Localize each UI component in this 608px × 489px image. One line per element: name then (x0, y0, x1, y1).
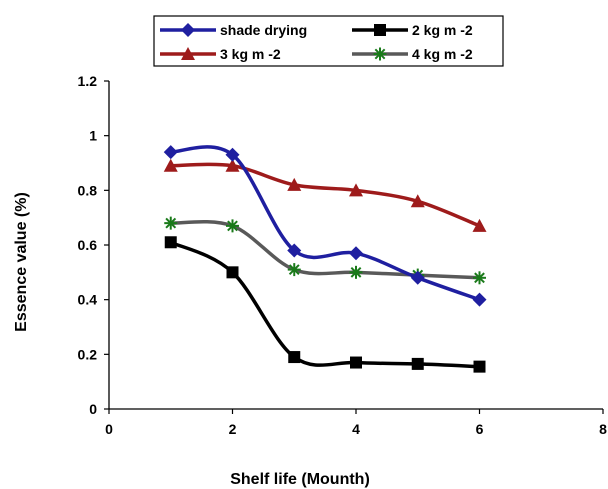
data-point-2-kg-m-2 (226, 266, 239, 279)
data-point-shade-drying (349, 246, 363, 261)
legend-label: 3 kg m -2 (220, 46, 281, 62)
data-point-2-kg-m-2 (288, 351, 301, 364)
data-point-3-kg-m-2 (472, 218, 487, 232)
x-tick-label: 8 (599, 421, 607, 437)
legend-item-3-kg-m-2: 3 kg m -2 (160, 46, 281, 62)
y-tick-label: 1.2 (78, 73, 98, 89)
axes: 0 2 4 6 8 0 0.2 0.4 0.6 0.8 1 1.2 (78, 73, 608, 437)
data-point-2-kg-m-2 (411, 357, 424, 370)
legend-marker (181, 47, 195, 60)
data-point-3-kg-m-2 (410, 194, 425, 208)
data-point-4-kg-m-2 (164, 216, 178, 230)
data-point-2-kg-m-2 (473, 360, 486, 373)
legend-marker (373, 47, 387, 61)
series-3-kg-m-2 (163, 158, 487, 232)
data-point-4-kg-m-2 (349, 265, 363, 279)
y-tick-label: 1 (89, 128, 97, 144)
y-tick-label: 0 (89, 401, 97, 417)
x-tick-label: 0 (105, 421, 113, 437)
data-point-shade-drying (163, 145, 178, 160)
x-axis-title: Shelf life (Mounth) (230, 471, 370, 488)
series-group (163, 145, 487, 373)
data-point-3-kg-m-2 (163, 158, 178, 172)
legend-item-2-kg-m-2: 2 kg m -2 (352, 22, 473, 38)
x-tick-label: 4 (352, 421, 360, 437)
legend-label: shade drying (220, 22, 307, 38)
data-point-3-kg-m-2 (349, 183, 363, 197)
legend-item-shade-drying: shade drying (160, 22, 307, 38)
x-tick-label: 6 (476, 421, 484, 437)
y-axis-title: Essence value (%) (13, 192, 30, 332)
y-tick-label: 0.8 (78, 182, 98, 198)
series-line-3-kg-m-2 (170, 162, 481, 228)
y-tick-label: 0.6 (78, 237, 98, 253)
data-point-shade-drying (472, 292, 487, 307)
legend-label: 2 kg m -2 (412, 22, 473, 38)
series-line-2-kg-m-2 (169, 240, 480, 369)
legend-box (153, 15, 504, 67)
data-point-shade-drying (410, 270, 425, 285)
x-tick-label: 2 (229, 421, 237, 437)
series-line-4-kg-m-2 (170, 219, 480, 280)
data-point-shade-drying (287, 243, 302, 258)
legend-label: 4 kg m -2 (412, 46, 473, 62)
legend-marker (374, 24, 386, 36)
series-shade-drying (163, 145, 487, 307)
data-point-shade-drying (225, 147, 240, 162)
legend-marker (181, 23, 195, 37)
data-point-4-kg-m-2 (287, 263, 301, 277)
data-point-3-kg-m-2 (287, 177, 302, 191)
legend-item-4-kg-m-2: 4 kg m -2 (352, 46, 473, 62)
y-tick-label: 0.4 (78, 292, 98, 308)
data-point-4-kg-m-2 (226, 219, 239, 233)
series-2-kg-m-2 (164, 236, 486, 373)
series-4-kg-m-2 (164, 216, 486, 285)
legend: shade drying 2 kg m -2 3 kg m -2 4 kg m -2 (153, 15, 504, 67)
data-point-4-kg-m-2 (473, 271, 486, 285)
y-tick-label: 0.2 (78, 346, 98, 362)
data-point-2-kg-m-2 (350, 356, 362, 369)
data-point-2-kg-m-2 (164, 236, 177, 249)
data-point-3-kg-m-2 (225, 158, 240, 172)
